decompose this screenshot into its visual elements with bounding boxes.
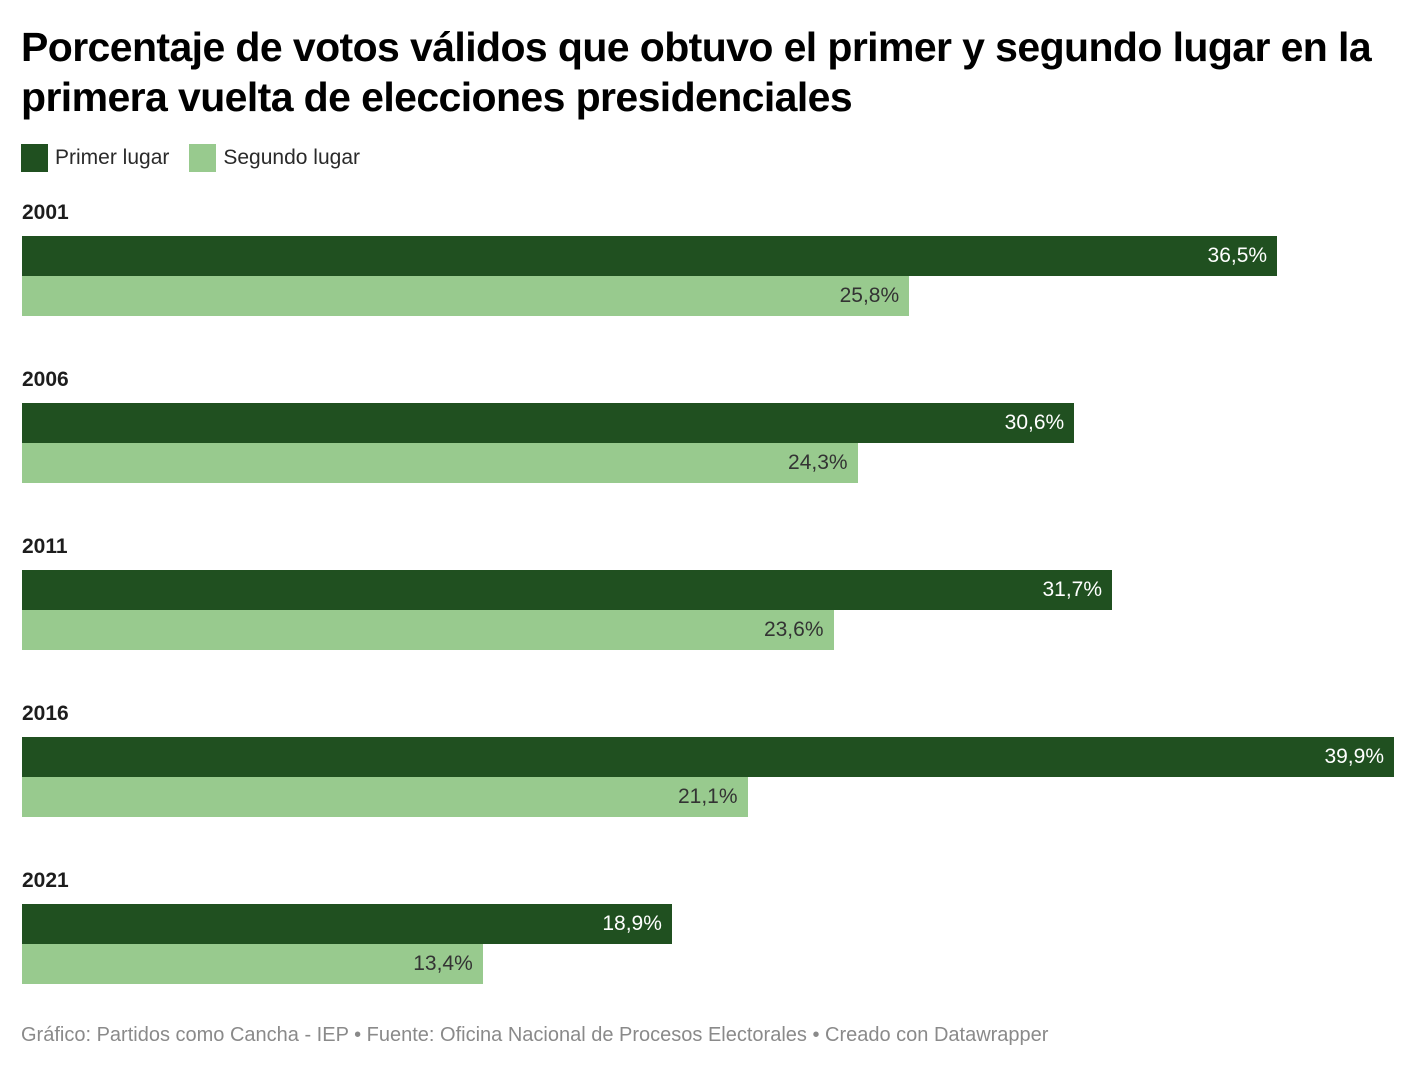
- category-label-2001: 2001: [22, 201, 69, 224]
- category-label-2021: 2021: [22, 869, 69, 892]
- value-label-segundo-lugar-2011: 23,6%: [763, 618, 824, 641]
- bar-primer-lugar-2011: [22, 570, 1113, 610]
- legend-label-segundo-lugar: Segundo lugar: [223, 146, 360, 169]
- value-label-primer-lugar-2006: 30,6%: [1004, 411, 1065, 434]
- bar-segundo-lugar-2016: [22, 777, 748, 817]
- bar-primer-lugar-2021: [22, 904, 672, 944]
- category-label-2011: 2011: [22, 535, 68, 558]
- value-label-primer-lugar-2021: 18,9%: [602, 912, 662, 935]
- legend-item-primer-lugar: Primer lugar: [21, 144, 169, 172]
- legend-swatch-segundo-lugar: [189, 144, 217, 172]
- bar-primer-lugar-2006: [22, 403, 1075, 443]
- bar-primer-lugar-2016: [22, 737, 1394, 777]
- category-label-2016: 2016: [22, 702, 69, 725]
- legend-item-segundo-lugar: Segundo lugar: [189, 144, 360, 172]
- bar-segundo-lugar-2006: [22, 443, 858, 483]
- value-label-primer-lugar-2011: 31,7%: [1042, 578, 1103, 601]
- value-label-primer-lugar-2001: 36,5%: [1207, 244, 1268, 267]
- value-label-segundo-lugar-2016: 21,1%: [677, 785, 738, 808]
- bar-segundo-lugar-2021: [22, 944, 483, 984]
- chart-title: Porcentaje de votos válidos que obtuvo e…: [21, 24, 1372, 120]
- value-label-segundo-lugar-2006: 24,3%: [788, 451, 848, 474]
- legend: Primer lugar Segundo lugar: [21, 144, 380, 172]
- value-label-segundo-lugar-2001: 25,8%: [839, 284, 900, 307]
- value-label-primer-lugar-2016: 39,9%: [1324, 745, 1384, 768]
- legend-swatch-primer-lugar: [21, 144, 48, 172]
- footer-credits: Gráfico: Partidos como Cancha - IEP • Fu…: [21, 1024, 1049, 1046]
- legend-label-primer-lugar: Primer lugar: [55, 146, 170, 169]
- bar-primer-lugar-2001: [22, 236, 1278, 276]
- bar-segundo-lugar-2001: [22, 276, 910, 316]
- value-label-segundo-lugar-2021: 13,4%: [413, 952, 473, 975]
- category-label-2006: 2006: [22, 368, 69, 391]
- bar-segundo-lugar-2011: [22, 610, 834, 650]
